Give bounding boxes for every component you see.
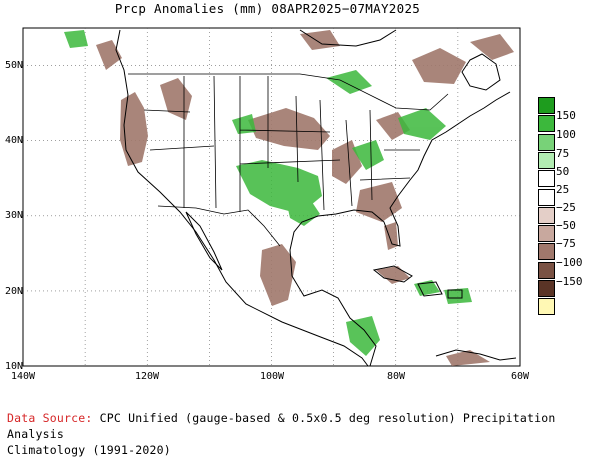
- us-canada-border: [128, 73, 449, 111]
- dry-region-west-mexico: [260, 244, 296, 306]
- lat-label-30n: 30N: [4, 210, 23, 221]
- legend-swatch: [538, 243, 555, 261]
- legend-label: 100: [556, 128, 576, 141]
- dry-region-pacific-northwest: [120, 92, 148, 166]
- canada-east: [461, 53, 501, 91]
- dry-region-venezuela: [446, 350, 490, 366]
- legend-swatch: [538, 115, 555, 133]
- lat-label-10n: 10N: [4, 361, 23, 372]
- dry-region-plains: [248, 108, 330, 150]
- legend-swatch: [538, 151, 555, 169]
- legend-swatch: [538, 188, 555, 206]
- data-source: Data Source: CPC Unified (gauge-based & …: [7, 410, 591, 458]
- hudson-bay: [299, 29, 397, 47]
- lat-label-20n: 20N: [4, 286, 23, 297]
- legend-swatch: [538, 133, 555, 151]
- gulf-coast: [289, 91, 511, 367]
- lon-label-100w: 100W: [259, 371, 285, 382]
- legend-label: −75: [556, 237, 576, 250]
- wet-region-new-england: [398, 108, 446, 140]
- pacific-coast: [115, 29, 369, 367]
- legend-swatch: [538, 97, 555, 114]
- climatology-text: Climatology (1991-2020): [7, 443, 171, 457]
- legend-label: 150: [556, 109, 576, 122]
- legend-label: 50: [556, 165, 570, 178]
- south-america-coast: [435, 349, 517, 361]
- lat-label-40n: 40N: [4, 135, 23, 146]
- hispaniola: [417, 281, 443, 297]
- legend-swatch: [538, 298, 555, 316]
- legend-label: 75: [556, 147, 570, 160]
- wet-region-puerto-rico: [444, 288, 472, 304]
- dry-anomaly-regions: [96, 30, 514, 366]
- lon-label-60w: 60W: [510, 371, 530, 382]
- legend-swatch: [538, 261, 555, 279]
- coastlines: [115, 29, 517, 367]
- lon-label-80w: 80W: [386, 371, 406, 382]
- legend-swatch: [538, 170, 555, 188]
- legend-label: −150: [556, 275, 583, 288]
- legend-label: 25: [556, 183, 570, 196]
- puerto-rico: [447, 289, 463, 299]
- lon-label-140w: 140W: [10, 371, 36, 382]
- legend-swatch: [538, 206, 555, 224]
- anomaly-map: [22, 27, 521, 367]
- data-source-label: Data Source:: [7, 411, 93, 425]
- wet-region-northern-plains: [232, 114, 256, 134]
- wet-region-ohio-valley: [352, 140, 384, 170]
- legend-swatch: [538, 280, 555, 297]
- wet-region-north-pacific: [64, 30, 88, 48]
- dry-region-quebec: [412, 48, 466, 84]
- cuba: [372, 265, 413, 283]
- state-lines: [143, 75, 420, 212]
- lat-label-50n: 50N: [4, 60, 23, 71]
- baja-california: [185, 211, 223, 271]
- legend-swatch: [538, 225, 555, 243]
- us-mexico-border: [157, 205, 281, 247]
- wet-region-central-america: [346, 316, 380, 356]
- legend-label: −100: [556, 256, 583, 269]
- dry-region-british-columbia: [96, 40, 122, 70]
- lon-label-120w: 120W: [134, 371, 160, 382]
- political-borders: [128, 73, 449, 247]
- legend-label: −50: [556, 219, 576, 232]
- legend-label: −25: [556, 201, 576, 214]
- wet-region-canada-central: [326, 70, 372, 94]
- dry-region-hudson: [300, 30, 340, 50]
- map-title: Prcp Anomalies (mm) 08APR2025−07MAY2025: [114, 1, 421, 16]
- dry-region-labrador: [470, 34, 514, 60]
- dry-region-florida: [384, 222, 398, 250]
